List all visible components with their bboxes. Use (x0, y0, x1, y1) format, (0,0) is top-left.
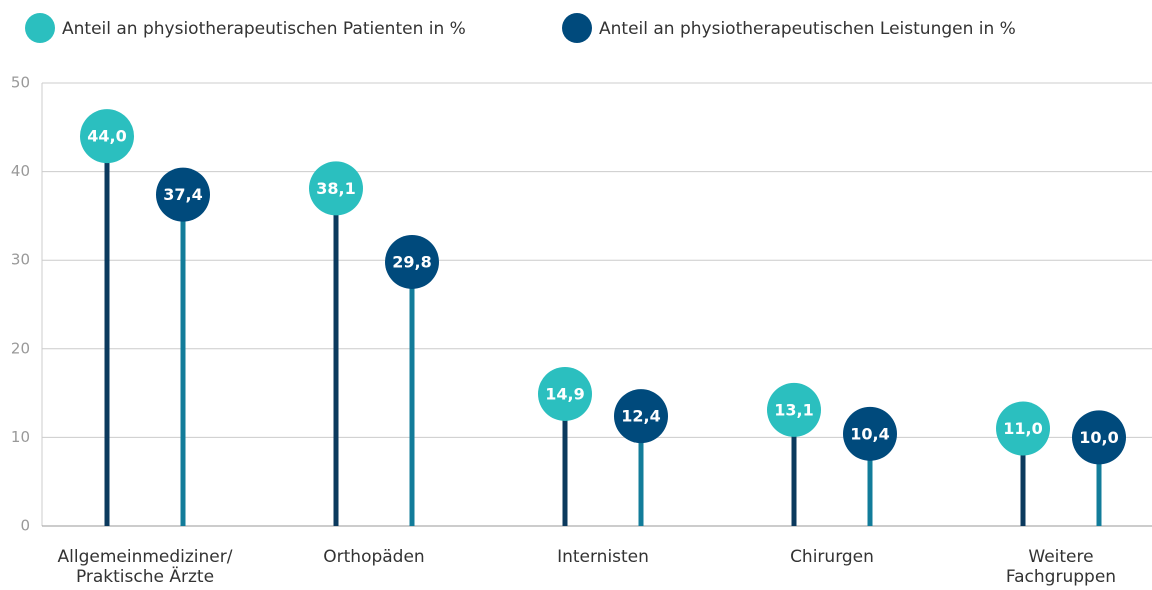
value-label: 12,4 (621, 407, 660, 426)
x-tick-label: Orthopäden (323, 547, 424, 567)
y-tick-label: 20 (11, 339, 30, 357)
dot (309, 161, 363, 216)
y-tick-label: 10 (11, 428, 30, 446)
dot (614, 389, 668, 444)
value-label: 10,4 (850, 424, 889, 443)
y-tick-label: 0 (20, 517, 30, 535)
dot (385, 234, 439, 289)
value-label: 11,0 (1003, 419, 1042, 438)
value-label: 38,1 (316, 179, 355, 198)
value-label: 10,0 (1079, 428, 1118, 447)
x-tick-label: Chirurgen (790, 547, 874, 567)
legend-label: Anteil an physiotherapeutischen Patiente… (62, 19, 466, 39)
dot (538, 366, 592, 421)
dot (996, 401, 1050, 456)
dot (80, 109, 134, 164)
y-tick-label: 30 (11, 251, 30, 269)
legend-swatch (25, 13, 55, 43)
value-label: 44,0 (87, 127, 126, 146)
dot (767, 382, 821, 437)
value-label: 37,4 (163, 185, 202, 204)
legend-label: Anteil an physiotherapeutischen Leistung… (599, 19, 1016, 39)
dot (1072, 410, 1126, 465)
legend-swatch (562, 13, 592, 43)
dot (843, 406, 897, 461)
value-label: 29,8 (392, 252, 431, 271)
value-label: 14,9 (545, 384, 584, 403)
y-tick-label: 40 (11, 162, 30, 180)
x-tick-label: Weitere Fachgruppen (1006, 547, 1116, 587)
x-tick-label: Internisten (557, 547, 649, 567)
value-label: 13,1 (774, 400, 813, 419)
x-tick-label: Allgemeinmediziner/Praktische Ärzte (58, 547, 233, 587)
dot (156, 167, 210, 222)
y-tick-label: 50 (11, 74, 30, 92)
